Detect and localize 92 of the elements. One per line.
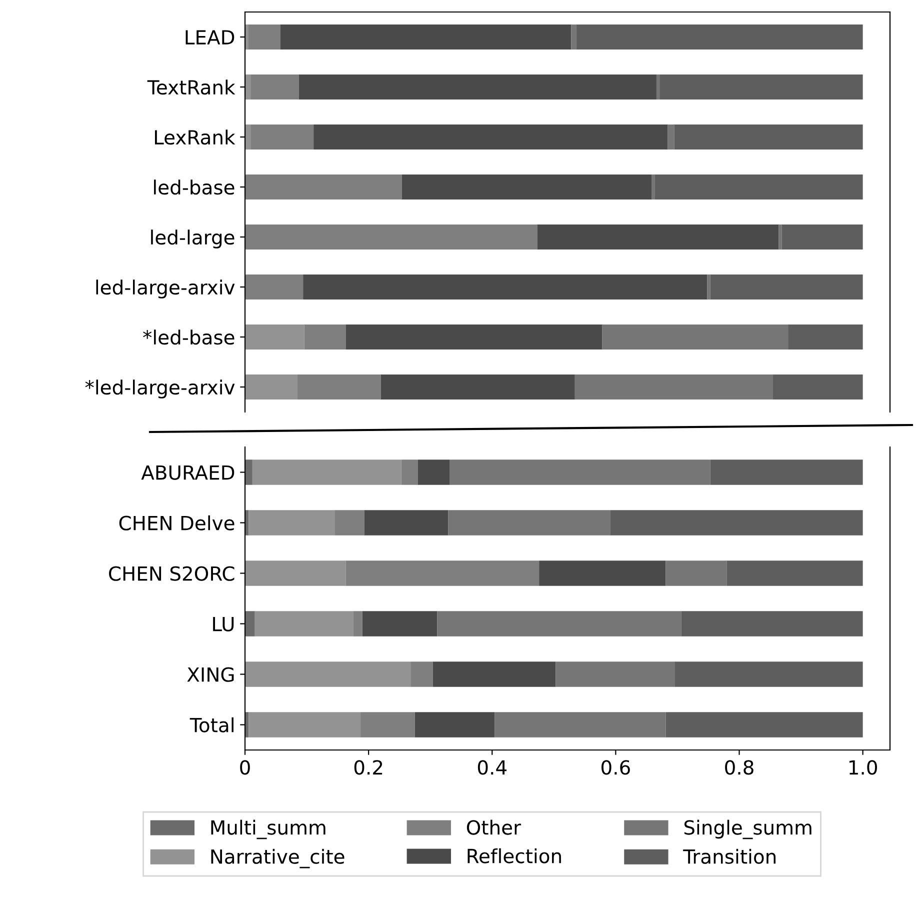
bar [346, 560, 540, 586]
x-tick-label: 0.6 [602, 760, 630, 775]
legend-label: Narrative_cite [211, 848, 344, 868]
bar [298, 74, 656, 100]
bar [539, 560, 666, 586]
bar [245, 560, 346, 586]
bar [610, 510, 863, 536]
bar [710, 460, 863, 485]
bar [574, 374, 773, 400]
bar [360, 712, 415, 738]
y-tick-label: led-large-arxiv [96, 280, 235, 298]
bar [602, 324, 788, 350]
bar [707, 274, 710, 300]
legend-label: Other [466, 820, 522, 835]
y-tick-label: led-large [151, 230, 234, 248]
bar [334, 510, 364, 536]
bar [576, 24, 863, 50]
x-tick-label: 0 [240, 760, 250, 775]
bar [298, 374, 381, 400]
bar [245, 662, 411, 687]
y-tick-label: TextRank [147, 80, 236, 95]
bar [660, 74, 863, 100]
bar [250, 74, 299, 100]
x-tick-label: 0.4 [478, 760, 506, 775]
y-tick-label: led-base [154, 180, 234, 195]
bar [380, 374, 575, 400]
bar [364, 510, 448, 536]
x-tick-label: 0.2 [354, 760, 382, 775]
bar [304, 324, 346, 350]
bar [401, 460, 418, 485]
bar [245, 460, 252, 485]
bar [681, 611, 863, 636]
legend-label: Reflection [468, 848, 561, 864]
bar [788, 324, 863, 350]
y-tick-label: *led-large-arxiv [85, 380, 235, 398]
bar [410, 662, 433, 687]
bar [402, 174, 652, 200]
y-tick-label: Total [190, 717, 234, 732]
bar [414, 712, 495, 738]
y-tick-label: CHEN Delve [119, 515, 234, 530]
bar [245, 374, 298, 400]
bar [245, 611, 255, 636]
bar [280, 24, 572, 50]
bar [245, 124, 251, 150]
legend-label: Multi_summ [211, 820, 326, 840]
y-tick-label: ABURAED [141, 465, 234, 480]
bar [675, 662, 863, 687]
bar [654, 174, 863, 200]
bar [250, 124, 314, 150]
bar [448, 510, 610, 536]
x-tick-label: 0.8 [725, 760, 754, 775]
bar [248, 510, 335, 536]
bar [362, 611, 438, 636]
y-tick-label: CHEN S2ORC [109, 566, 234, 581]
bar [772, 374, 863, 400]
bar [346, 324, 602, 350]
bar [245, 224, 538, 250]
bar [666, 712, 863, 738]
bar [254, 611, 354, 636]
bar [449, 460, 710, 485]
bar [248, 24, 280, 50]
bar [674, 124, 863, 150]
bar [245, 274, 304, 300]
y-tick-label: *led-base [143, 330, 234, 345]
bar [710, 274, 863, 300]
bar [726, 560, 863, 586]
bar [314, 124, 668, 150]
bar [418, 460, 450, 485]
bar [353, 611, 362, 636]
bar [245, 174, 402, 200]
bar [666, 560, 727, 586]
legend-label: Transition [683, 848, 776, 864]
bar [537, 224, 779, 250]
bar [432, 662, 556, 687]
y-tick-label: LEAD [186, 30, 234, 44]
x-tick-label: 1.0 [849, 760, 877, 775]
bar [245, 324, 304, 350]
bar [668, 124, 674, 150]
legend-label: Single_summ [684, 820, 812, 840]
y-tick-label: XING [187, 667, 234, 682]
y-tick-label: LexRank [154, 130, 236, 145]
bar [248, 712, 361, 738]
bar [252, 460, 402, 485]
bar [494, 712, 666, 738]
bar [245, 74, 251, 100]
bar [437, 611, 682, 636]
bar [303, 274, 708, 300]
bar [556, 662, 675, 687]
bar [782, 224, 863, 250]
bar [571, 24, 576, 50]
bar [778, 224, 782, 250]
y-tick-label: LU [213, 616, 234, 632]
